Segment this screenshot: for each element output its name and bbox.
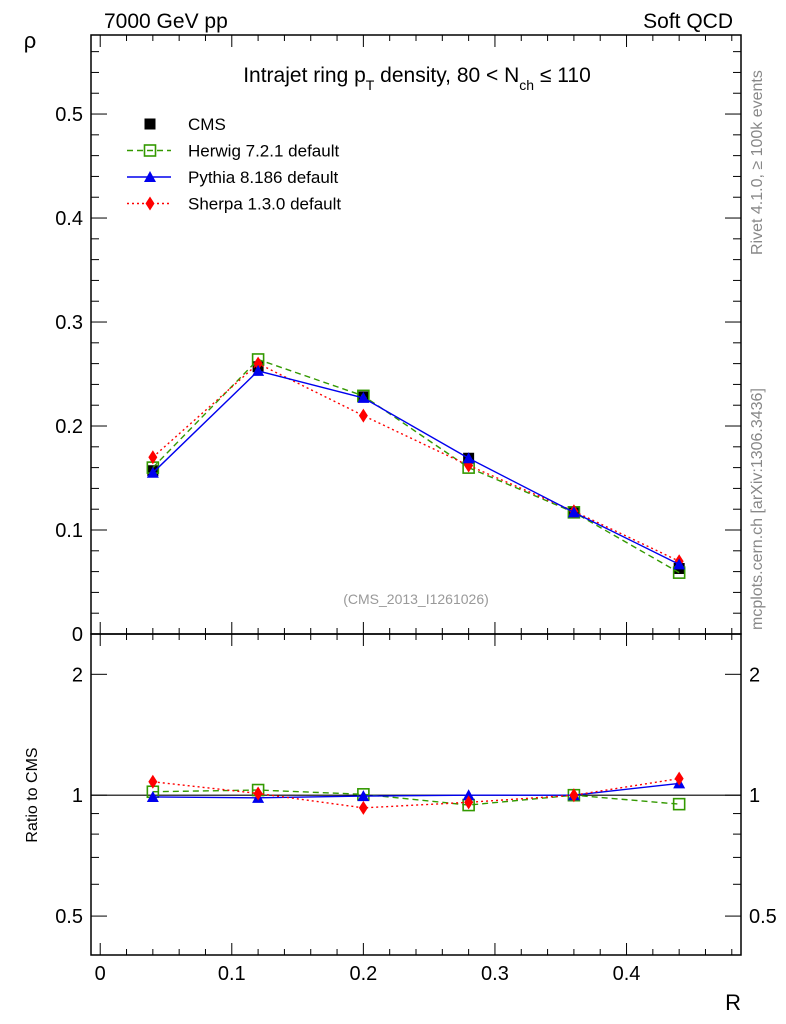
y-tick-label: 0.4 — [55, 208, 83, 230]
ratio-point — [569, 788, 579, 803]
ratio-y-tick-label: 1 — [72, 785, 83, 807]
x-tick-label: 0.3 — [481, 963, 509, 985]
ratio-y-tick-label: 1 — [749, 785, 760, 807]
series-sherpa — [148, 356, 684, 569]
header-right: Soft QCD — [643, 10, 733, 33]
ratio-y-tick-label: 0.5 — [55, 906, 83, 928]
mcplots-label: mcplots.cern.ch [arXiv:1306.3436] — [749, 388, 766, 630]
ratio-point — [674, 771, 684, 786]
ratio-y-tick-label: 0.5 — [749, 906, 777, 928]
ratio-line — [152, 789, 680, 806]
main-point — [357, 391, 370, 403]
ratio-point — [146, 790, 159, 802]
x-tick-label: 0.1 — [218, 963, 246, 985]
series-cms — [147, 361, 685, 574]
legend-marker — [144, 118, 156, 130]
legend-item: CMS — [144, 115, 226, 134]
ratio-point — [358, 800, 368, 815]
legend-label: Sherpa 1.3.0 default — [188, 195, 341, 214]
ratio-point — [462, 789, 475, 801]
y-tick-label: 0 — [72, 624, 83, 646]
main-point — [567, 506, 580, 518]
rivet-label: Rivet 4.1.0, ≥ 100k events — [749, 70, 766, 255]
ratio-point — [148, 774, 158, 789]
title-end: ≤ 110 — [534, 64, 591, 87]
watermark: (CMS_2013_I1261026) — [343, 591, 489, 607]
x-axis-label: R — [725, 990, 741, 1015]
legend-item: Pythia 8.186 default — [127, 168, 339, 187]
ratio-point — [672, 797, 686, 811]
legend-marker — [143, 144, 157, 157]
chart-title: Intrajet ring pT density, 80 < Nch ≤ 110 — [243, 64, 591, 93]
ratio-frame — [90, 633, 742, 956]
ratio-series-sherpa — [148, 771, 684, 815]
title-mid: density, 80 < N — [374, 64, 519, 87]
main-point — [673, 558, 686, 570]
y-tick-label: 0.1 — [55, 520, 83, 542]
ratio-y-tick-label: 2 — [72, 664, 83, 686]
x-tick-label: 0 — [95, 963, 106, 985]
main-point — [252, 364, 265, 376]
ratio-point — [253, 786, 263, 801]
y-tick-label: 0.3 — [55, 312, 83, 334]
x-tick-label: 0.4 — [613, 963, 641, 985]
main-line — [152, 358, 680, 574]
series-pythia — [146, 364, 686, 570]
ratio-y-tick-label: 2 — [749, 664, 760, 686]
y-tick-label: 0.2 — [55, 416, 83, 438]
legend-label: CMS — [188, 115, 226, 134]
main-point — [146, 466, 159, 478]
legend-label: Herwig 7.2.1 default — [188, 142, 339, 161]
y-axis-label: ρ — [24, 28, 37, 53]
ratio-line — [152, 777, 680, 809]
main-point — [253, 356, 263, 371]
main-point — [462, 452, 475, 464]
title-sub2: ch — [519, 77, 534, 93]
legend-item: Sherpa 1.3.0 default — [127, 195, 341, 214]
title-main: Intrajet ring p — [243, 64, 366, 87]
main-line — [152, 370, 680, 565]
main-point — [358, 408, 368, 423]
x-tick-label: 0.2 — [349, 963, 377, 985]
ratio-line — [152, 782, 680, 799]
legend-label: Pythia 8.186 default — [188, 168, 339, 187]
header-left: 7000 GeV pp — [104, 10, 228, 33]
legend-marker — [144, 171, 156, 182]
y-tick-label: 0.5 — [55, 104, 83, 126]
ratio-y-axis-label: Ratio to CMS — [24, 747, 41, 842]
legend-marker — [145, 196, 155, 211]
legend-item: Herwig 7.2.1 default — [127, 142, 339, 161]
ratio-point — [464, 795, 474, 810]
main-point — [148, 450, 158, 465]
title-sub1: T — [366, 77, 375, 93]
ratio-point — [357, 790, 370, 802]
series-herwig — [146, 353, 686, 579]
main-line — [152, 362, 680, 562]
